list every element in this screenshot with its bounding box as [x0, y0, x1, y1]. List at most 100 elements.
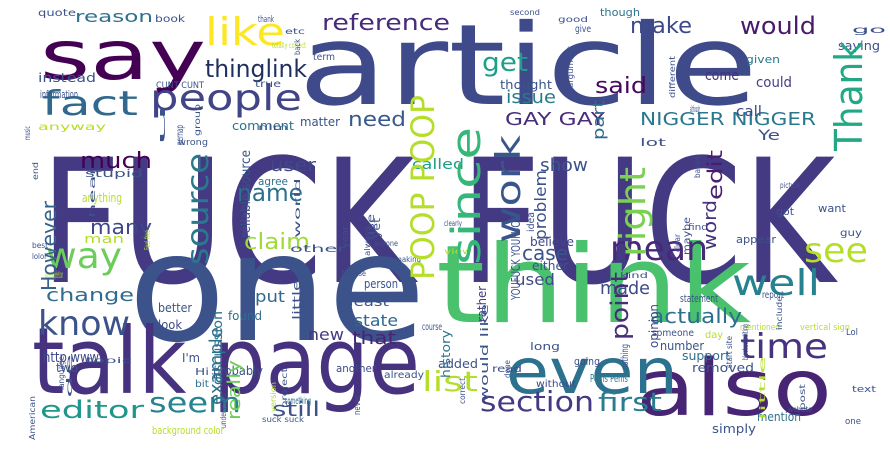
word: other [290, 244, 348, 255]
word: true [255, 79, 281, 90]
word: said [595, 74, 647, 99]
word: Lol [846, 328, 858, 338]
word: appear [736, 233, 776, 246]
word: number [660, 339, 704, 353]
word: thinglink [205, 55, 307, 83]
word: word [700, 200, 721, 250]
word: agree [258, 175, 288, 188]
word: make [630, 14, 692, 39]
word: thank [258, 15, 274, 25]
word: work [489, 135, 529, 243]
word: know [38, 304, 130, 344]
word: also [636, 344, 832, 434]
word: never [353, 395, 363, 415]
word: NIGGER NIGGER [640, 109, 816, 130]
word: pernap [175, 125, 186, 145]
word: need [348, 107, 406, 131]
word: another [336, 362, 376, 375]
word: FUCK FUCK [40, 122, 838, 323]
word: well [732, 263, 820, 304]
word: least [349, 295, 389, 309]
word: lolol [32, 252, 46, 261]
word: since [444, 127, 490, 265]
word: user [270, 155, 317, 176]
word: I'm [182, 351, 200, 365]
word: long [530, 340, 560, 353]
word: one [845, 417, 861, 427]
word: reference [322, 11, 450, 36]
word: nothing [620, 344, 631, 370]
word: suck suck [262, 415, 304, 424]
word: better [158, 301, 192, 315]
word: music [23, 126, 32, 140]
word: However [37, 200, 61, 291]
word: GAY GAY [505, 109, 606, 130]
word: removed [692, 361, 754, 375]
word: maybe [682, 217, 693, 255]
word: state [354, 311, 398, 330]
word: Thank [827, 41, 871, 152]
word: little [758, 356, 767, 420]
word: still [272, 397, 320, 421]
word: someone [652, 328, 694, 339]
word: vertical sign [800, 323, 850, 333]
word: report [762, 290, 784, 301]
word: talk page [32, 308, 420, 415]
word: kind [620, 271, 648, 280]
word: claim [244, 230, 310, 255]
word: group [193, 104, 202, 136]
word: get [482, 48, 528, 78]
word-layer: FUCK FUCK article one think talk page sa… [23, 1, 886, 440]
word: correct [458, 378, 467, 404]
word: picture [780, 181, 800, 190]
word: time [740, 327, 828, 367]
word: that [352, 328, 396, 349]
word: called [412, 157, 464, 173]
word: term [313, 52, 335, 63]
word: two [56, 361, 78, 375]
word: either [532, 259, 568, 273]
word: idea [526, 212, 537, 232]
word: use [366, 214, 377, 240]
word: discussion [211, 311, 226, 385]
word: Penis Penis [590, 372, 628, 385]
word: website [788, 405, 812, 414]
word: without [536, 379, 576, 390]
word: mentioned [740, 323, 780, 333]
word: example [206, 327, 227, 405]
word: support [682, 349, 730, 363]
word: source [181, 153, 216, 265]
word: information [40, 88, 78, 101]
word: etc [285, 27, 305, 36]
word: although [690, 105, 700, 115]
word: call [736, 104, 762, 120]
word: simply [712, 422, 756, 436]
word: though [600, 6, 640, 19]
word: already [384, 370, 424, 381]
word: statement [680, 292, 718, 305]
word: post [798, 384, 807, 410]
word: language [57, 356, 66, 390]
word: editor [40, 396, 144, 424]
word: put [255, 287, 285, 306]
word: clearly [444, 219, 462, 228]
word: problem [531, 170, 550, 240]
word: saying [838, 39, 880, 53]
word: really [224, 360, 245, 420]
word: reason [75, 7, 153, 26]
word: world [293, 178, 302, 238]
word: many [90, 215, 152, 239]
word: second [510, 8, 540, 17]
word: show [540, 155, 588, 176]
word: different [668, 56, 677, 98]
word: based [693, 156, 702, 178]
word: probably [213, 364, 263, 378]
word: much [80, 149, 152, 174]
word: first [598, 388, 662, 418]
word: could [756, 75, 792, 91]
word: fact [42, 84, 138, 124]
word: edit [703, 150, 727, 200]
word: seem [149, 386, 241, 419]
